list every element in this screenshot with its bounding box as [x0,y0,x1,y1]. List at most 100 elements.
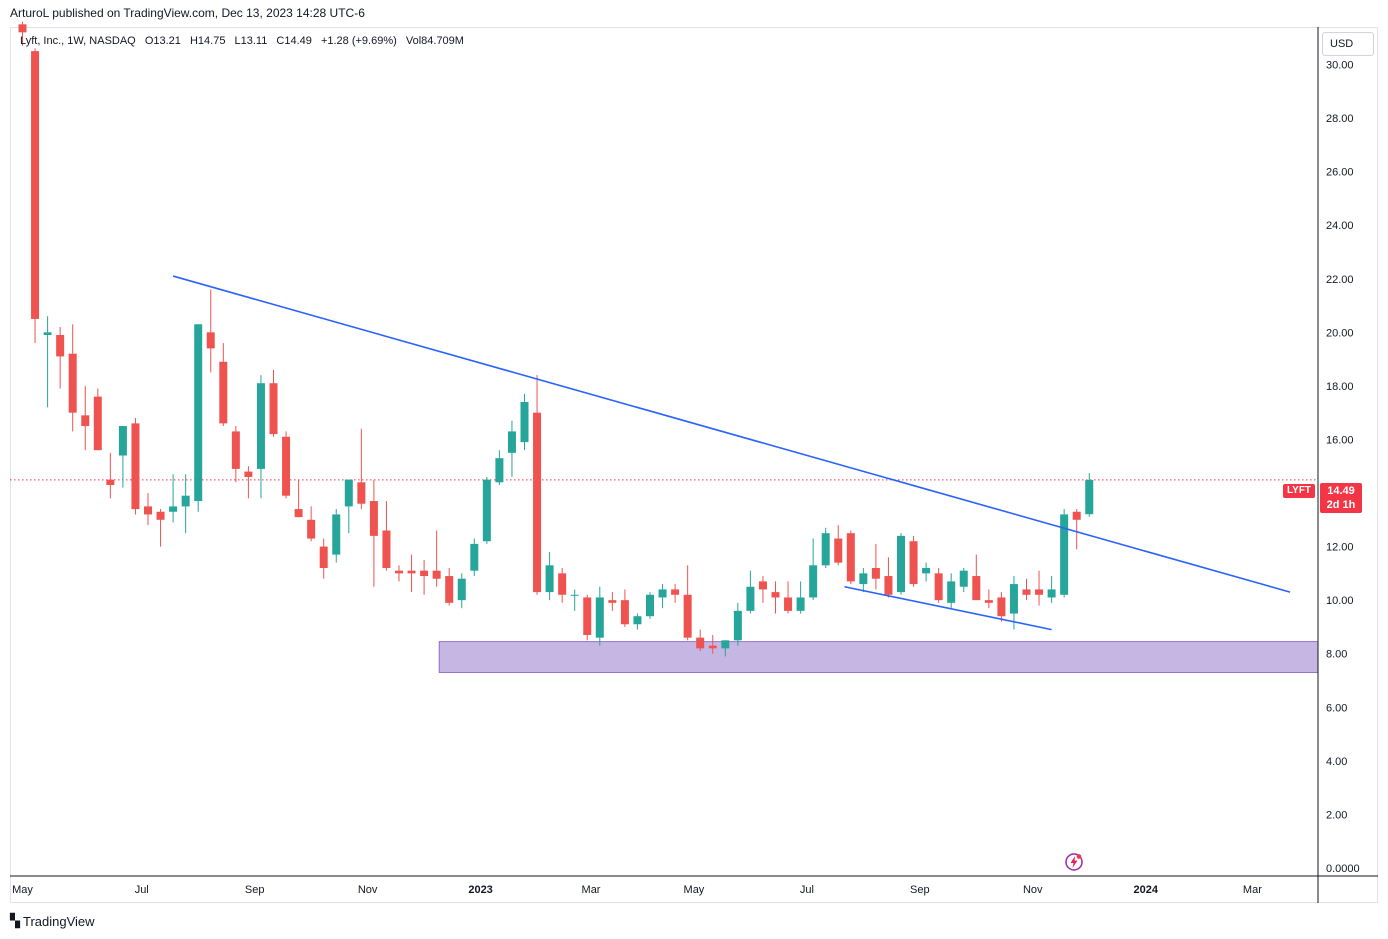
candle-body [206,332,215,349]
candle-body [997,597,1006,617]
candle-body [357,482,366,504]
candle-body [144,506,152,515]
candle-body [231,431,240,469]
currency-button[interactable]: USD [1322,32,1374,56]
y-tick-label: 0.0000 [1326,863,1360,875]
candle-body [470,543,479,571]
candle-body [520,401,529,443]
candle-body [1047,589,1056,598]
candle-body [708,645,717,649]
y-tick-label: 2.00 [1326,809,1347,821]
x-tick-label: Jul [135,884,149,896]
candle-body [395,570,403,574]
legend-close: C14.49 [276,35,312,47]
candle-body [947,581,956,603]
lightning-icon[interactable] [1064,852,1084,872]
candle-body [507,431,516,453]
candle-body [282,436,291,496]
legend-symbol: Lyft, Inc., 1W, NASDAQ [20,35,136,47]
candle-body [620,600,629,625]
y-tick-label: 12.00 [1326,542,1354,554]
candle-body [834,538,843,563]
candle-body [683,594,692,638]
support-zone [438,641,1319,673]
y-tick-label: 22.00 [1326,274,1354,286]
candle-body [169,506,178,512]
candle-body [733,610,742,641]
x-tick-label: 2024 [1133,884,1158,896]
candle-body [482,479,491,542]
candle-body [1009,584,1018,614]
trendline [172,275,1291,593]
legend-open: O13.21 [144,35,181,47]
y-tick-label: 10.00 [1326,595,1354,607]
candle-body [633,616,642,625]
candle-body [68,353,77,413]
candle-body [81,415,90,427]
candle-body [1085,479,1094,515]
x-tick-label: May [684,884,705,896]
candle-body [570,594,579,596]
candle-body [181,495,190,507]
ticker-tag: LYFT [1283,484,1315,498]
candle-body [445,576,454,603]
last-price-value: 14.49 [1327,485,1355,497]
candle-body [457,578,466,601]
x-tick-label: Nov [1023,884,1043,896]
y-tick-label: 6.00 [1326,702,1347,714]
candle-body [595,597,604,638]
y-tick-label: 20.00 [1326,327,1354,339]
candle-body [407,570,416,574]
candle-body [495,458,504,483]
x-tick-label: Mar [1243,884,1262,896]
x-tick-label: Sep [910,884,930,896]
candle-body [934,573,943,601]
tradingview-brand[interactable]: ▚ TradingView [10,913,95,929]
candle-body [671,589,680,595]
candle-body [809,565,818,598]
candle-body [859,573,868,585]
candle-body [1072,511,1081,520]
chart-frame[interactable] [10,27,1378,903]
candle-body [984,600,993,603]
candle-body [871,568,880,579]
candle-body [156,511,165,520]
legend-high: H14.75 [189,35,226,47]
candle-body [194,324,203,502]
x-tick-label: Mar [582,884,601,896]
candle-body [558,573,567,595]
candle-body [1035,589,1044,595]
candle-body [382,530,391,569]
candle-body [256,383,265,469]
candle-body [922,568,931,574]
candle-body [106,479,115,485]
x-tick-label: May [12,884,33,896]
y-tick-label: 16.00 [1326,434,1354,446]
candle-body [784,597,793,611]
candle-body [420,570,429,577]
candle-body [545,565,554,593]
tradingview-logo-icon: ▚ [10,913,20,928]
y-tick-label: 4.00 [1326,756,1347,768]
last-price-tag: 14.49 2d 1h [1320,483,1362,513]
candle-body [118,426,127,456]
candle-body [344,479,353,507]
candle-body [56,334,65,357]
candle-body [31,51,40,319]
candle-body [18,24,27,33]
candle-body [972,576,981,601]
candle-body [884,576,893,595]
candle-body [897,535,905,593]
publisher-line: ArturoL published on TradingView.com, De… [10,6,365,20]
candle-body [583,597,592,635]
candle-body [909,541,918,585]
y-tick-label: 8.00 [1326,649,1347,661]
brand-name: TradingView [23,913,95,929]
candle-body [319,546,328,569]
candle-body [771,592,780,598]
y-tick-label: 28.00 [1326,113,1354,125]
candle-body [219,361,228,424]
candle-body [846,533,855,582]
candle-body [432,570,441,579]
